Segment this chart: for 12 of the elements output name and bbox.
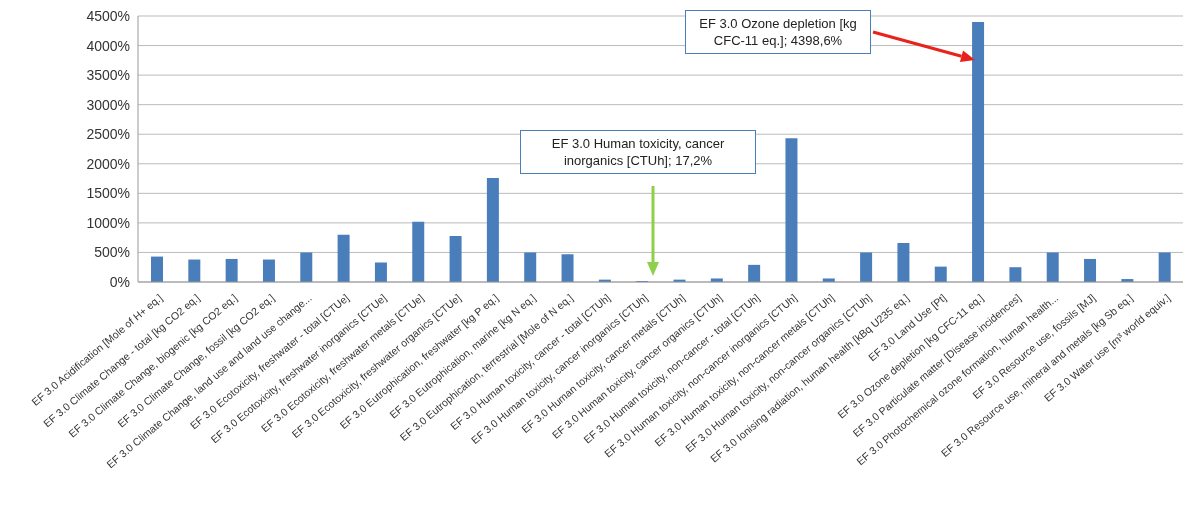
y-tick-label: 0% — [109, 273, 130, 290]
y-tick-label: 3000% — [86, 96, 130, 113]
y-tick-label: 3500% — [86, 67, 130, 84]
y-tick-label: 1500% — [86, 185, 130, 202]
y-tick-label: 1000% — [86, 214, 130, 231]
callout-box: EF 3.0 Ozone depletion [kg CFC-11 eq.]; 4398,6% — [685, 10, 871, 54]
y-tick-label: 500% — [94, 244, 130, 261]
y-tick-label: 4000% — [86, 37, 130, 54]
y-tick-label: 2500% — [86, 126, 130, 143]
callout-box: EF 3.0 Human toxicity, cancer inorganics [CTUh]; 17,2% — [520, 130, 756, 174]
y-tick-label: 2000% — [86, 155, 130, 172]
y-tick-label: 4500% — [86, 7, 130, 24]
